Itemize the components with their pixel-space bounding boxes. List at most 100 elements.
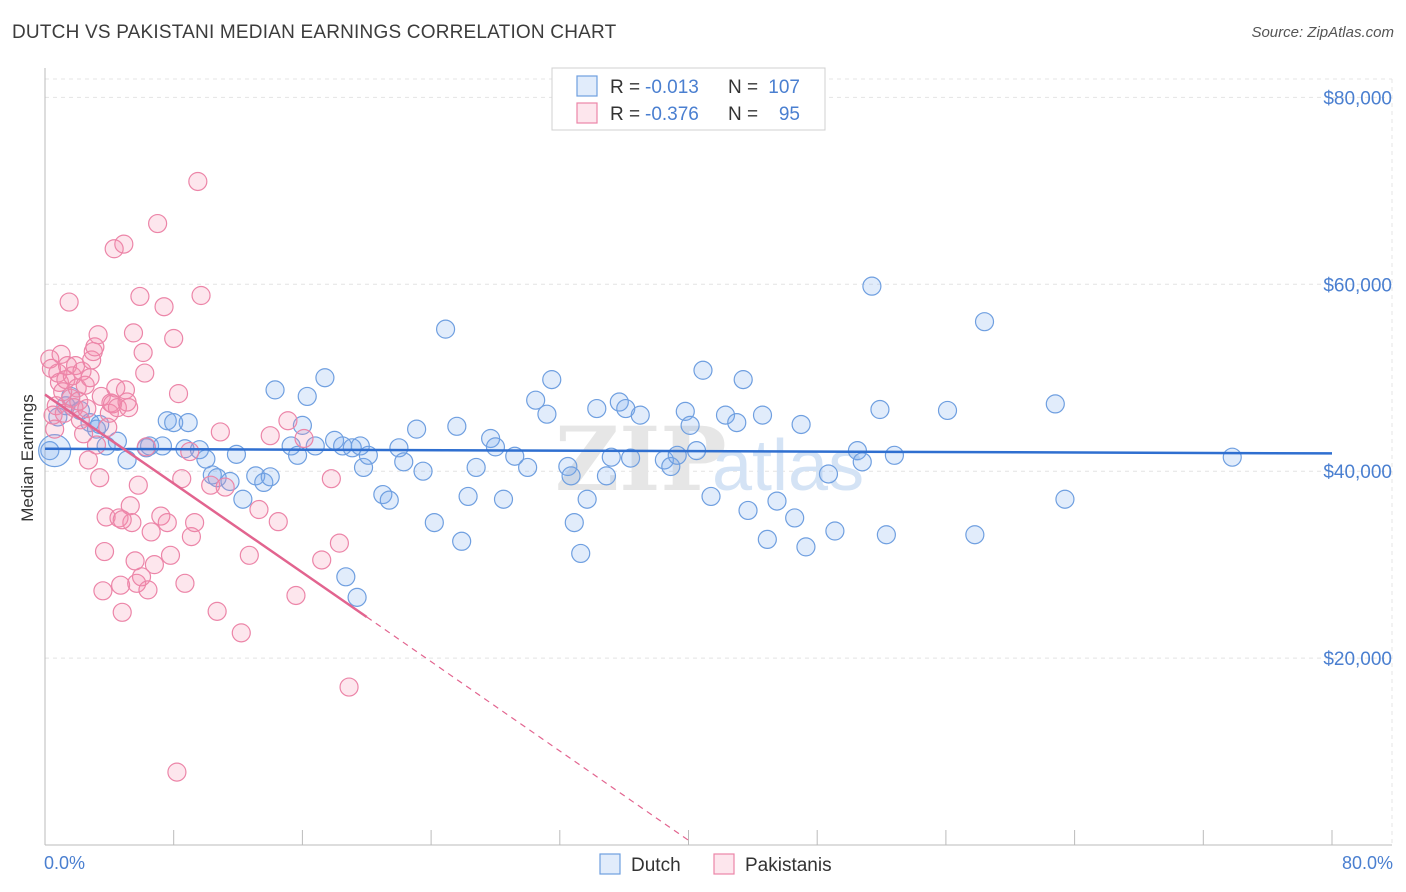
- pakistanis-point: [215, 477, 235, 497]
- pakistanis-point: [180, 441, 200, 462]
- pakistanis-point: [321, 469, 341, 489]
- pakistanis-point: [136, 437, 156, 457]
- dutch-point: [752, 405, 773, 425]
- dutch-point: [701, 486, 721, 507]
- dutch-point: [394, 452, 414, 472]
- dutch-point: [342, 438, 362, 458]
- dutch-point: [347, 587, 367, 607]
- pakistanis-point: [53, 382, 73, 402]
- pakistanis-point: [135, 363, 155, 383]
- legend-swatch: [576, 75, 598, 97]
- dutch-point: [336, 567, 356, 587]
- pakistanis-point: [268, 512, 288, 532]
- pakistanis-series: [40, 171, 359, 782]
- pakistanis-point: [160, 545, 181, 565]
- dutch-point: [587, 398, 607, 419]
- chart-source: Source: ZipAtlas.com: [1251, 24, 1394, 41]
- bottom-legend-swatch: [599, 853, 621, 875]
- pakistanis-point: [74, 424, 94, 444]
- x-tick-label-max: 80.0%: [1342, 853, 1393, 873]
- dutch-point: [1045, 394, 1065, 414]
- dutch-point: [825, 521, 845, 541]
- pakistanis-point: [278, 411, 298, 431]
- chart-title: DUTCH VS PAKISTANI MEDIAN EARNINGS CORRE…: [12, 22, 617, 43]
- dutch-point: [852, 452, 872, 472]
- pakistanis-point: [239, 545, 259, 565]
- pakistanis-point: [201, 475, 221, 495]
- dutch-point: [680, 415, 700, 435]
- pakistanis-trend-extension: [366, 616, 689, 841]
- pakistanis-point: [77, 398, 97, 419]
- pakistanis-point: [185, 512, 205, 533]
- pakistanis-point: [329, 533, 350, 553]
- bottom-legend-swatch: [713, 853, 735, 875]
- dutch-point: [379, 490, 399, 510]
- dutch-point: [661, 456, 681, 477]
- dutch-point: [937, 400, 958, 421]
- dutch-point: [733, 370, 753, 390]
- pakistanis-point: [107, 398, 127, 418]
- pakistanis-point: [93, 581, 113, 601]
- pakistanis-point: [231, 623, 251, 643]
- bottom-legend: Dutch Pakistanis: [599, 853, 832, 876]
- axes: $20,000 $40,000 $60,000 $80,000 0.0% 80.0%: [44, 68, 1393, 873]
- pakistanis-trend-line: [44, 393, 368, 619]
- pakistanis-point: [144, 555, 164, 575]
- pakistanis-point: [94, 541, 115, 562]
- bottom-legend-label: Dutch: [631, 855, 681, 876]
- dutch-point: [1222, 447, 1242, 467]
- dutch-point: [542, 370, 562, 390]
- dutch-point: [485, 437, 506, 457]
- pakistanis-point: [294, 428, 314, 449]
- dutch-point: [107, 431, 127, 451]
- dutch-point: [818, 464, 839, 484]
- bottom-legend-label: Pakistanis: [745, 855, 832, 876]
- dutch-point: [246, 466, 266, 486]
- dutch-point: [727, 412, 747, 433]
- pakistanis-point: [128, 475, 148, 495]
- pakistanis-point: [168, 384, 189, 404]
- dutch-point: [435, 319, 456, 339]
- pakistanis-point: [88, 325, 108, 345]
- dutch-point: [493, 489, 514, 509]
- y-tick-label: $40,000: [1323, 462, 1392, 483]
- y-tick-label: $20,000: [1323, 649, 1392, 670]
- dutch-point: [870, 399, 890, 420]
- pakistanis-point: [138, 580, 158, 600]
- dutch-point: [974, 312, 995, 332]
- pakistanis-point: [80, 368, 100, 388]
- dutch-point-large: [38, 434, 72, 468]
- pakistanis-point: [86, 435, 107, 455]
- dutch-point: [315, 368, 335, 388]
- dutch-point: [526, 390, 546, 410]
- pakistanis-point: [123, 323, 144, 343]
- dutch-point: [620, 448, 641, 468]
- legend-n-label: N =: [728, 77, 758, 98]
- legend-r-value: -0.376: [645, 104, 699, 125]
- pakistanis-point: [175, 573, 195, 593]
- pakistanis-point: [91, 386, 111, 407]
- dutch-point: [505, 446, 525, 466]
- pakistanis-point: [109, 508, 129, 528]
- pakistanis-point: [112, 602, 132, 622]
- dutch-point: [178, 412, 198, 433]
- dutch-point: [537, 404, 557, 424]
- pakistanis-point: [286, 585, 306, 606]
- dutch-point: [561, 466, 581, 486]
- dutch-point: [791, 414, 811, 435]
- dutch-point: [260, 467, 280, 487]
- pakistanis-point: [106, 378, 126, 398]
- dutch-point: [738, 500, 758, 521]
- dutch-point: [571, 543, 591, 564]
- dutch-point: [518, 457, 538, 478]
- legend-box: R = -0.013 N = 107 R = -0.376 N = 95: [551, 67, 826, 131]
- dutch-point: [693, 360, 713, 380]
- pakistanis-point: [148, 213, 168, 234]
- dutch-point: [413, 461, 433, 481]
- legend-r-label: R =: [610, 104, 640, 125]
- pakistanis-point: [167, 762, 187, 782]
- dutch-point: [265, 380, 285, 400]
- pakistanis-point: [154, 297, 174, 317]
- pakistanis-point: [85, 337, 105, 357]
